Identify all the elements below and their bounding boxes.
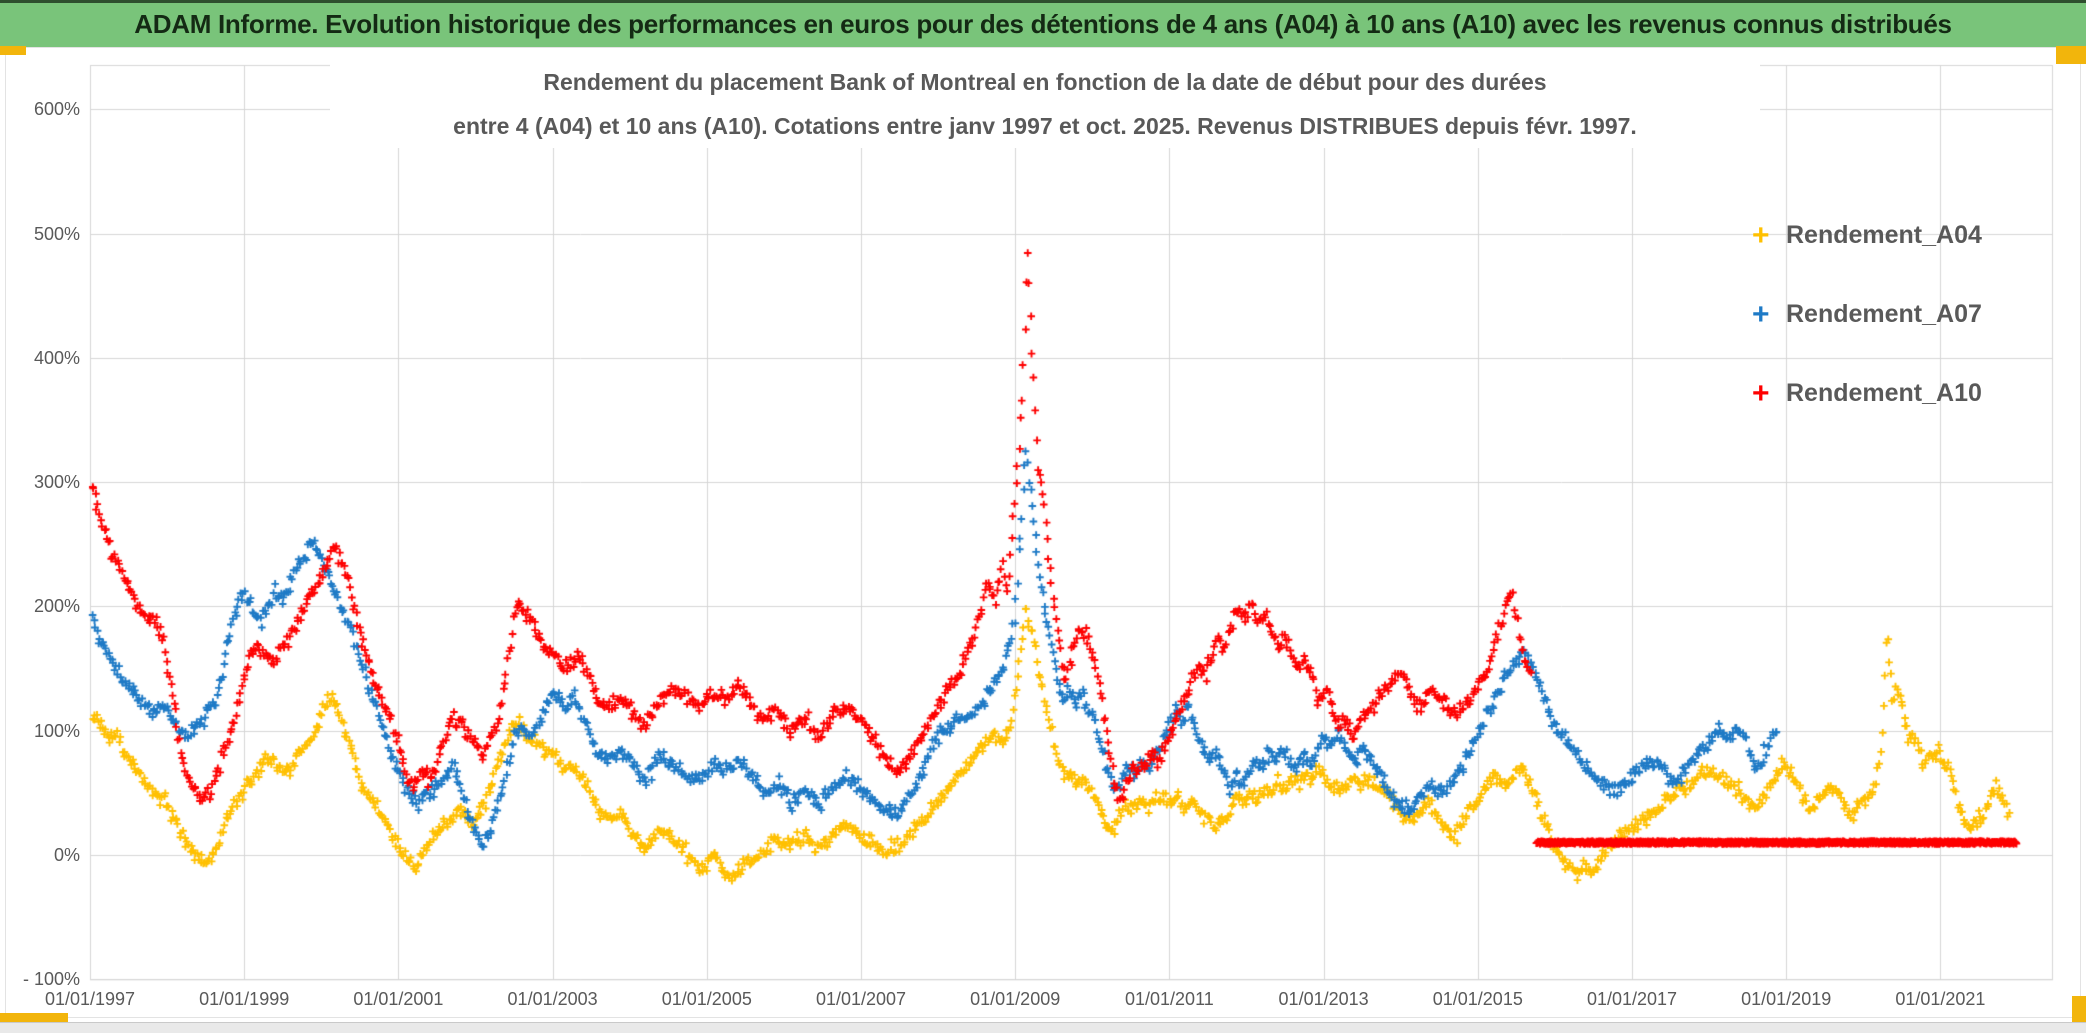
x-tick-2003: 01/01/2003	[507, 989, 598, 1009]
x-tick-2001: 01/01/2001	[353, 989, 444, 1009]
legend-item-a07[interactable]: + Rendement_A07	[1752, 275, 1982, 354]
corner-accent-top-right	[2056, 46, 2086, 64]
y-tick-neg100: - 100%	[22, 969, 80, 990]
worksheet-row-strip	[0, 1022, 2086, 1033]
chart-title[interactable]: Rendement du placement Bank of Montreal …	[330, 60, 1760, 148]
plus-marker-icon: +	[1752, 297, 1770, 331]
plus-marker-icon: +	[1752, 218, 1770, 252]
chart-legend: + Rendement_A04 + Rendement_A07 + Rendem…	[1752, 196, 1982, 433]
x-tick-2017: 01/01/2017	[1586, 989, 1678, 1009]
x-tick-1999: 01/01/1999	[199, 989, 290, 1009]
x-tick-2019: 01/01/2019	[1741, 989, 1832, 1009]
corner-accent-top-left	[0, 46, 26, 55]
x-tick-1997: 01/01/1997	[44, 989, 136, 1009]
y-tick-0: 0%	[53, 845, 80, 865]
x-tick-2009: 01/01/2009	[970, 989, 1061, 1009]
legend-label: Rendement_A04	[1786, 221, 1982, 249]
plus-marker-icon: +	[1752, 376, 1770, 410]
chart-title-line2: entre 4 (A04) et 10 ans (A10). Cotations…	[453, 113, 1637, 139]
chart-title-line1: Rendement du placement Bank of Montreal …	[543, 69, 1547, 95]
legend-item-a04[interactable]: + Rendement_A04	[1752, 196, 1982, 275]
y-tick-300: 300%	[33, 472, 80, 493]
y-tick-400: 400%	[33, 347, 80, 368]
legend-label: Rendement_A10	[1786, 379, 1982, 407]
x-tick-2013: 01/01/2013	[1278, 989, 1369, 1009]
legend-label: Rendement_A07	[1786, 300, 1982, 328]
y-tick-600: 600%	[33, 99, 80, 120]
x-tick-2015: 01/01/2015	[1432, 989, 1523, 1009]
y-tick-200: 200%	[33, 596, 80, 617]
legend-item-a10[interactable]: + Rendement_A10	[1752, 354, 1982, 433]
x-tick-2011: 01/01/2011	[1125, 989, 1214, 1009]
y-tick-500: 500%	[33, 223, 80, 244]
x-tick-2005: 01/01/2005	[661, 989, 752, 1009]
x-tick-2021: 01/01/2021	[1895, 989, 1986, 1009]
x-tick-2007: 01/01/2007	[815, 989, 907, 1009]
y-tick-100: 100%	[33, 720, 80, 741]
